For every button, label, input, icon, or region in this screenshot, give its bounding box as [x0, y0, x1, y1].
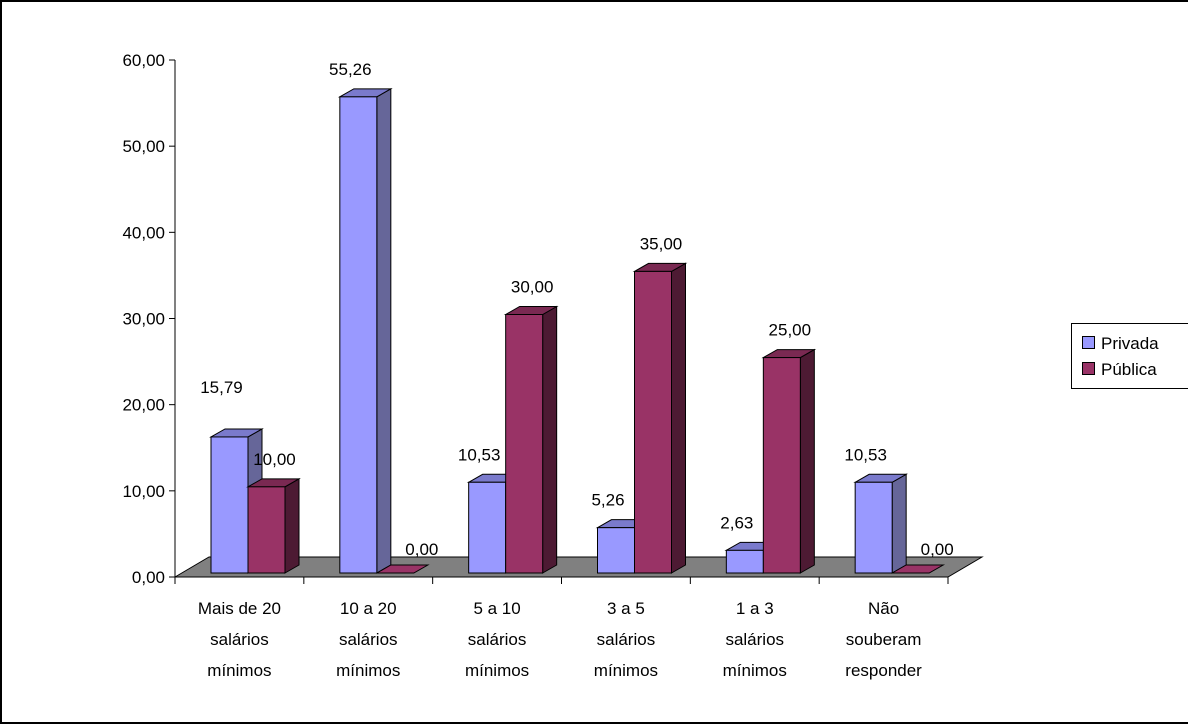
bar	[762, 357, 801, 574]
x-tick-label: mínimos	[207, 661, 271, 680]
legend-swatch-privada	[1082, 336, 1095, 350]
bar	[505, 314, 544, 574]
bar-side	[671, 262, 686, 574]
x-tick-label: Mais de 20	[198, 599, 281, 618]
legend: Privada Pública	[1071, 323, 1188, 389]
legend-label-publica: Pública	[1101, 360, 1157, 379]
legend-swatch-publica	[1082, 362, 1095, 376]
data-label: 2,63	[720, 513, 753, 532]
bar	[854, 481, 893, 574]
y-tick-label: 10,00	[122, 482, 165, 501]
data-label: 10,53	[458, 445, 501, 464]
y-tick-label: 0,00	[132, 568, 165, 587]
x-tick-label: responder	[845, 661, 922, 680]
bar-side	[891, 473, 907, 574]
x-tick-label: mínimos	[723, 661, 787, 680]
x-tick-label: Não	[868, 599, 899, 618]
bar	[339, 96, 378, 574]
data-label: 5,26	[591, 491, 624, 510]
x-tick-label: mínimos	[465, 661, 529, 680]
y-tick-label: 60,00	[122, 51, 165, 70]
legend-item-privada: Privada	[1082, 334, 1159, 354]
data-label: 30,00	[511, 278, 554, 297]
bar	[210, 436, 249, 574]
x-tick-label: salários	[468, 630, 527, 649]
data-label: 55,26	[329, 60, 372, 79]
data-label: 10,53	[844, 445, 887, 464]
x-tick-label: salários	[210, 630, 269, 649]
x-tick-label: 10 a 20	[340, 599, 397, 618]
bar	[374, 564, 430, 574]
legend-item-publica: Pública	[1082, 360, 1157, 380]
data-label: 15,79	[200, 378, 243, 397]
y-tick-label: 20,00	[122, 396, 165, 415]
x-tick-label: mínimos	[594, 661, 658, 680]
bar-side	[284, 477, 300, 574]
bar	[890, 564, 946, 574]
y-tick-label: 40,00	[122, 223, 165, 242]
x-tick-label: salários	[339, 630, 398, 649]
bar	[247, 486, 286, 574]
data-label: 35,00	[640, 234, 683, 253]
bar-side	[376, 87, 392, 574]
data-label: 0,00	[921, 540, 954, 559]
bar	[468, 481, 507, 574]
data-label: 0,00	[405, 540, 438, 559]
data-label: 10,00	[253, 450, 296, 469]
bar-side	[799, 348, 815, 574]
bar	[634, 270, 672, 574]
x-tick-label: souberam	[846, 630, 922, 649]
y-tick-label: 50,00	[122, 137, 165, 156]
x-tick-label: salários	[597, 630, 656, 649]
y-tick-label: 30,00	[122, 310, 165, 329]
legend-label-privada: Privada	[1101, 334, 1159, 353]
x-tick-label: mínimos	[336, 661, 400, 680]
bar-side	[542, 305, 558, 574]
x-tick-label: salários	[725, 630, 784, 649]
x-tick-label: 5 a 10	[473, 599, 520, 618]
bar	[725, 549, 764, 574]
data-label: 25,00	[769, 321, 812, 340]
bar	[597, 527, 635, 574]
x-tick-label: 3 a 5	[607, 599, 645, 618]
x-tick-label: 1 a 3	[736, 599, 774, 618]
